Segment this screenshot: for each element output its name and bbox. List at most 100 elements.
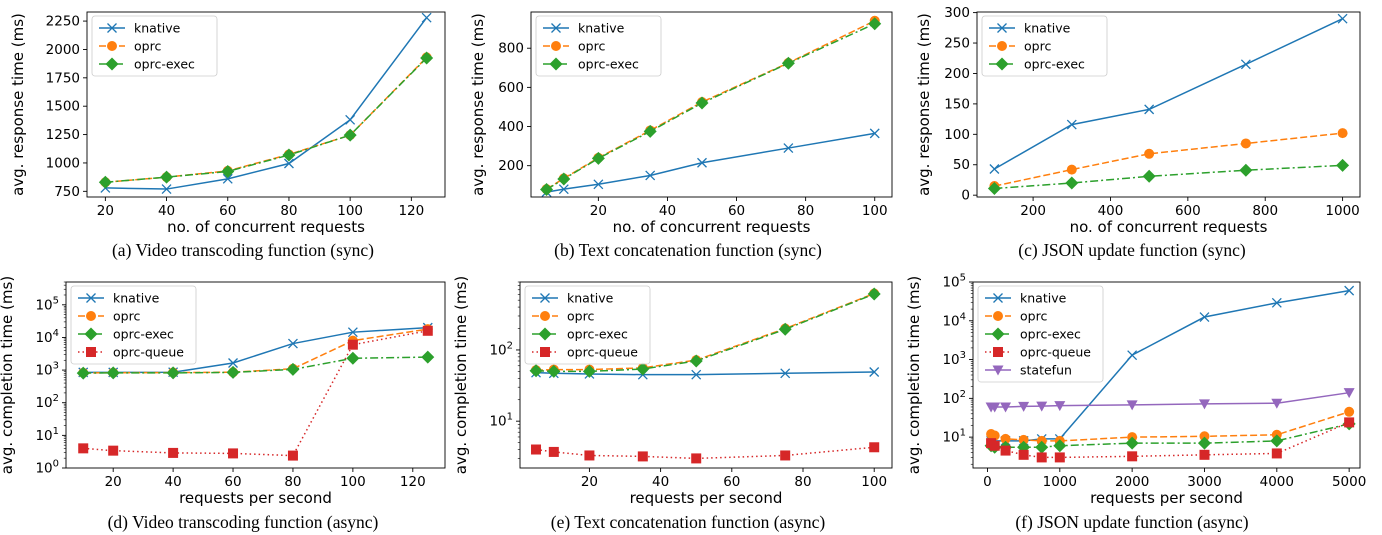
data-point-oprc: [1337, 128, 1348, 139]
chart-panel-4: 20 40 60 80 100 120 100 101 102 103 104 105 knative o…: [0, 276, 446, 532]
x-tick-label: 100: [337, 203, 363, 219]
data-point-oprc-exec: [1336, 158, 1350, 172]
legend-box: [91, 15, 218, 77]
data-point-knative: [1127, 350, 1138, 361]
panel-caption: (c) JSON update function (sync): [1018, 240, 1246, 260]
x-axis-label: requests per second: [630, 489, 783, 507]
panel-caption: (b) Text concatenation function (sync): [554, 240, 822, 260]
series-line-knative: [105, 17, 428, 190]
legend-marker-oprc-exec: [538, 327, 552, 341]
legend-marker-oprc: [107, 41, 117, 51]
data-point-oprc-exec: [346, 351, 360, 365]
x-tick-label: 80: [794, 474, 811, 490]
data-point-knative: [228, 358, 238, 368]
legend-label-statefun: statefun: [1020, 363, 1072, 378]
series-oprc: [986, 406, 1355, 446]
data-point-oprc-exec: [781, 56, 795, 70]
y-tick-label: 1500: [46, 99, 80, 115]
data-point-knative: [347, 327, 358, 338]
legend: knative oprc oprc-exec oprc-queue: [524, 285, 651, 365]
data-point-oprc-exec: [98, 175, 112, 189]
x-tick-label: 60: [224, 474, 241, 490]
legend-marker-oprc: [993, 311, 1003, 321]
y-tick-label: 101: [942, 428, 966, 446]
x-tick-label: 40: [165, 474, 182, 490]
legend: knative oprc oprc-exec: [91, 15, 218, 77]
y-tick-label: 105: [942, 273, 966, 291]
data-point-knative: [1271, 297, 1282, 308]
data-point-oprc-queue: [108, 445, 119, 456]
x-tick-label: 5000: [1332, 474, 1366, 490]
data-point-oprc-exec: [868, 17, 882, 31]
data-point-oprc-exec: [867, 287, 881, 301]
data-point-knative: [783, 143, 794, 154]
legend-label-oprc: oprc: [1024, 39, 1051, 54]
legend-label-oprc-exec: oprc-exec: [567, 327, 628, 342]
legend-label-knative: knative: [567, 291, 614, 306]
data-point-oprc-queue: [168, 447, 179, 458]
y-tick-label: 103: [942, 350, 966, 368]
data-point-oprc-queue: [1271, 448, 1282, 459]
data-point-knative: [1344, 285, 1355, 296]
legend-marker-knative: [551, 23, 561, 33]
legend-box: [535, 15, 662, 77]
legend-label-oprc-queue: oprc-queue: [113, 345, 184, 360]
y-tick-label: 400: [498, 119, 524, 135]
y-axis-label: avg. response time (ms): [9, 13, 27, 196]
data-point-oprc-queue: [637, 451, 648, 462]
y-tick-label: 750: [54, 184, 80, 200]
series-statefun: [985, 388, 1355, 413]
data-point-oprc-queue: [78, 443, 89, 454]
series-line-knative: [546, 132, 875, 193]
data-point-statefun: [1126, 400, 1138, 411]
data-point-oprc-exec: [557, 172, 571, 186]
data-point-oprc-queue: [1000, 445, 1011, 456]
data-point-knative: [161, 184, 172, 195]
data-point-knative: [1066, 119, 1077, 130]
legend-label-oprc-exec: oprc-exec: [1020, 327, 1081, 342]
y-tick-label: 250: [944, 36, 970, 52]
series-line-oprc: [990, 411, 1350, 442]
x-tick-label: 20: [97, 203, 114, 219]
series-line-oprc-exec: [105, 57, 428, 183]
legend-marker-oprc-queue: [993, 347, 1003, 357]
legend-marker-statefun: [992, 365, 1004, 376]
data-point-knative: [1199, 312, 1210, 322]
panel-caption: (f) JSON update function (async): [1015, 512, 1248, 532]
data-point-knative: [593, 179, 604, 190]
chart-panel-1: 20 40 60 80 100 120 750 1000 1250 1500 1750 2000 225…: [9, 11, 446, 260]
data-point-oprc-queue: [1127, 451, 1138, 462]
chart-panel-3: 200 400 600 800 1000 0 50 100 150 200 250 300 knativ…: [915, 5, 1361, 260]
series-line-knative: [991, 289, 1350, 442]
y-tick-label: 102: [489, 340, 513, 358]
legend-label-oprc: oprc: [567, 309, 594, 324]
data-point-oprc-queue: [1036, 452, 1047, 463]
data-point-oprc: [989, 430, 1000, 441]
legend-label-oprc-exec: oprc-exec: [134, 57, 195, 72]
series-oprc-exec: [984, 417, 1356, 454]
legend-marker-oprc-queue: [540, 347, 550, 357]
y-tick-label: 101: [489, 412, 513, 430]
x-tick-label: 100: [862, 203, 888, 219]
data-point-oprc-exec: [540, 183, 554, 197]
y-tick-label: 800: [498, 41, 524, 57]
axes-frame: [530, 11, 893, 198]
legend-box: [70, 285, 197, 365]
series-oprc-exec: [529, 287, 881, 378]
y-tick-label: 1000: [46, 155, 80, 171]
series-oprc-exec: [540, 17, 882, 197]
y-tick-label: 102: [942, 389, 966, 407]
series-oprc-exec: [98, 51, 434, 189]
x-tick-label: 600: [1175, 203, 1201, 219]
data-point-oprc-exec: [582, 364, 596, 378]
series-knative: [531, 367, 880, 380]
x-tick-label: 3000: [1187, 474, 1221, 490]
x-tick-label: 2000: [1115, 474, 1149, 490]
legend-label-knative: knative: [1020, 291, 1067, 306]
y-tick-label: 2250: [46, 14, 80, 30]
data-point-knative: [989, 164, 1000, 174]
series-knative: [100, 12, 432, 195]
y-tick-label: 104: [942, 311, 966, 329]
data-point-oprc-queue: [1018, 449, 1029, 460]
